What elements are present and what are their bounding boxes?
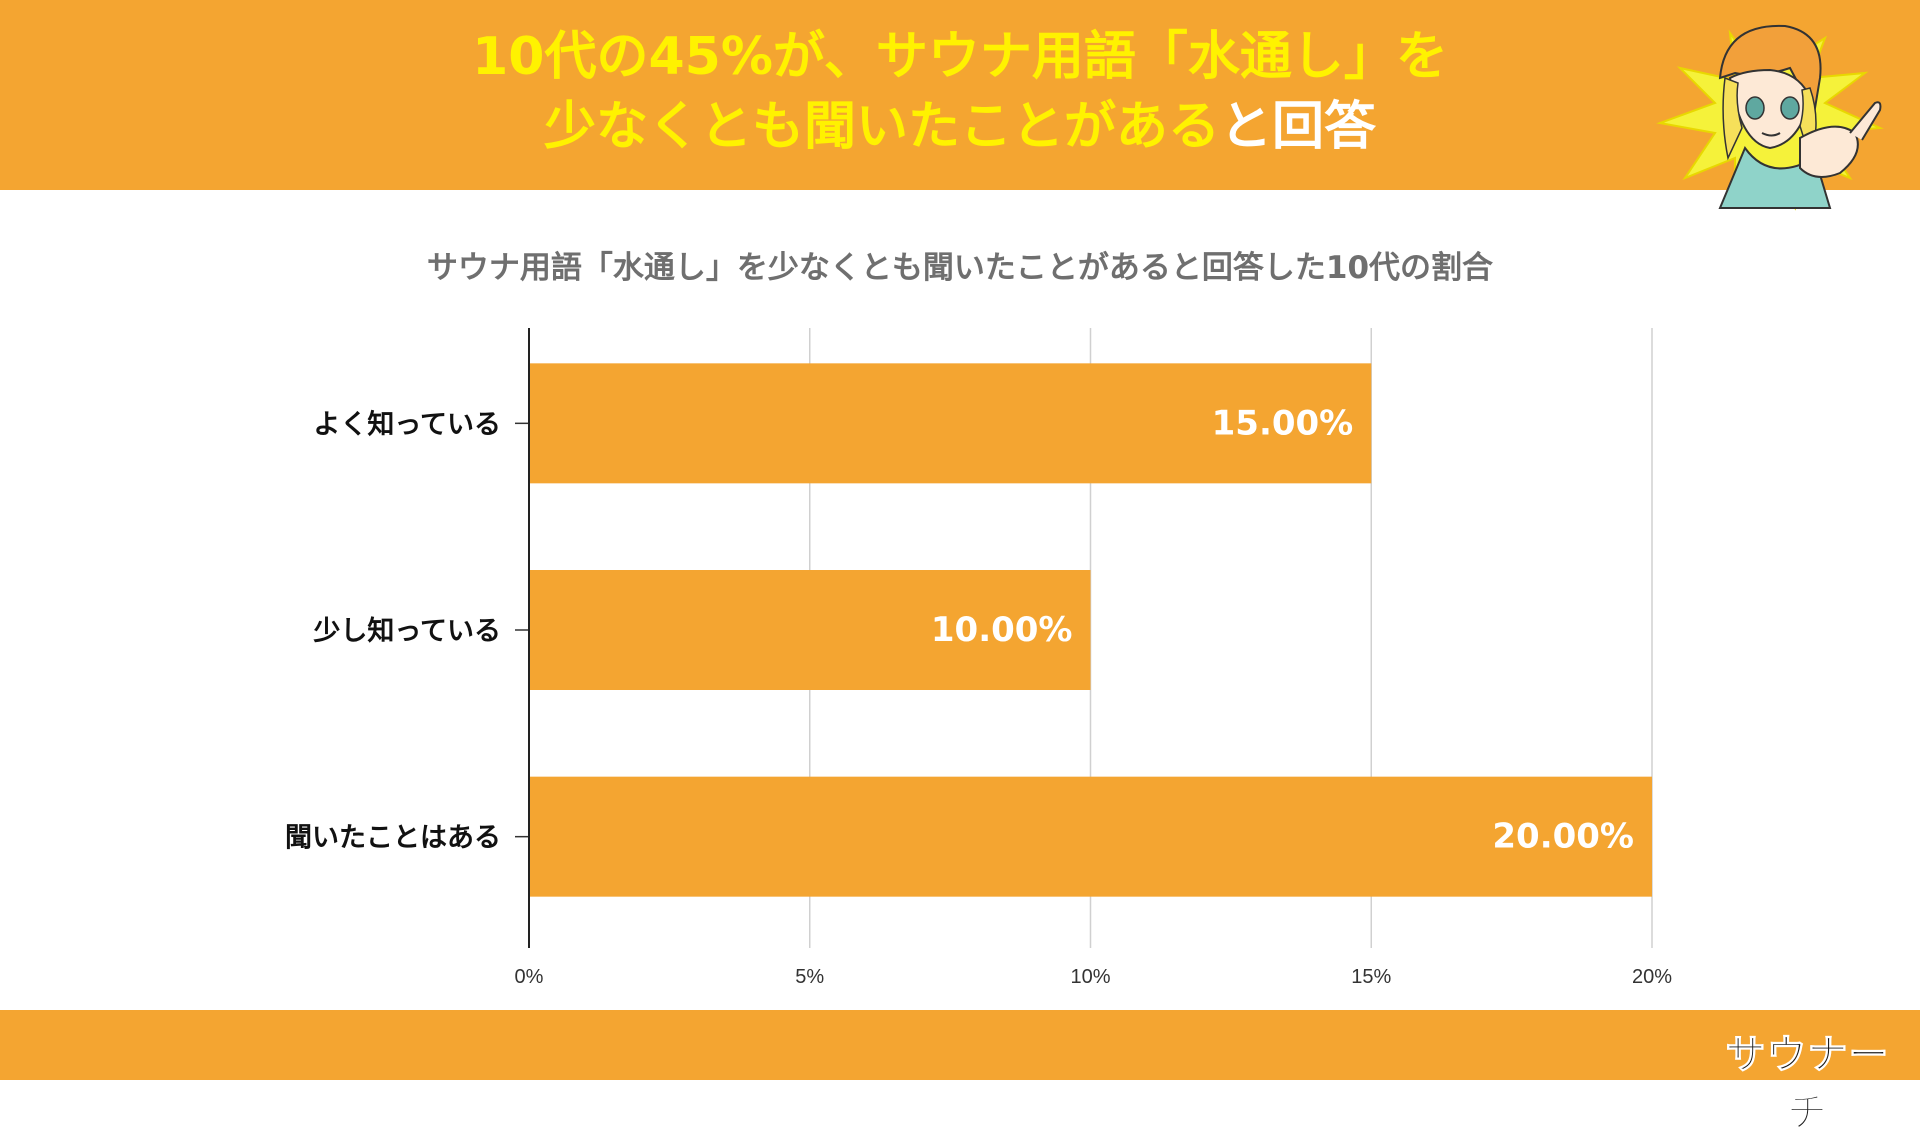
bar <box>529 570 1091 690</box>
x-tick-label: 20% <box>1632 966 1672 988</box>
headline-line-2-white: と回答 <box>1220 97 1377 157</box>
logo-text: サウナーチ <box>1725 1032 1890 1137</box>
header-banner <box>0 0 1920 190</box>
headline: 10代の45%が、サウナ用語「水通し」を 少なくとも聞いたことがあると回答 <box>0 22 1920 162</box>
footer-bar <box>0 1010 1920 1080</box>
category-label: 聞いたことはある <box>285 823 501 854</box>
chart-title: サウナ用語「水通し」を少なくとも聞いたことがあると回答した10代の割合 <box>426 250 1494 286</box>
sauna-logo-icon: サウナーチ <box>1720 1018 1895 1137</box>
data-label: 15.00% <box>1212 403 1354 443</box>
bar-chart: 0% 5% 10% 15% 20% 15.00% よく知っている 10.00% 少し知っている 2… <box>285 328 1672 988</box>
headline-line-1: 10代の45%が、サウナ用語「水通し」を <box>472 27 1448 87</box>
headline-line-2-yellow: 少なくとも聞いたことがある <box>543 97 1220 157</box>
category-label: 少し知っている <box>313 616 501 647</box>
pointing-girl-mascot-icon <box>1656 24 1884 211</box>
x-tick-label: 5% <box>795 966 824 988</box>
data-label: 20.00% <box>1492 817 1634 857</box>
bar <box>529 776 1652 897</box>
bar <box>529 363 1372 484</box>
x-tick-label: 0% <box>515 966 544 988</box>
headline-line-2: 少なくとも聞いたことがあると回答 <box>0 92 1920 162</box>
x-tick-label: 15% <box>1351 966 1391 988</box>
x-tick-label: 10% <box>1070 966 1110 988</box>
data-label: 10.00% <box>931 610 1073 650</box>
category-label: よく知っている <box>313 409 501 440</box>
